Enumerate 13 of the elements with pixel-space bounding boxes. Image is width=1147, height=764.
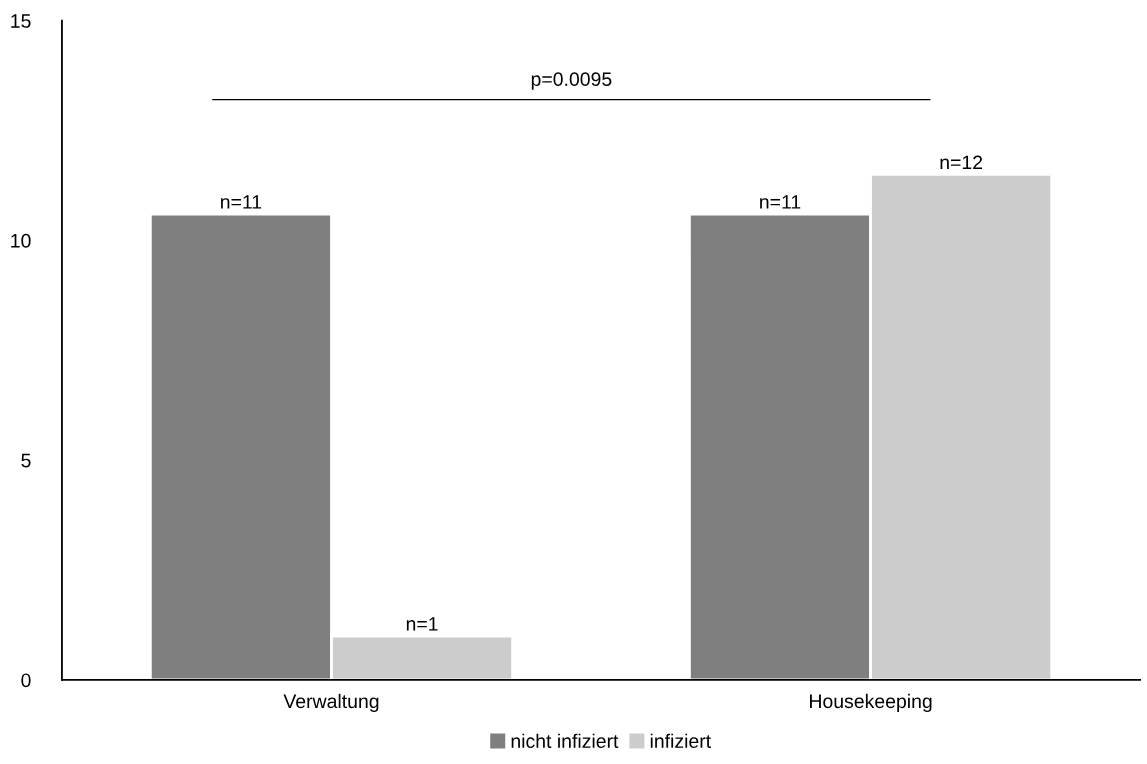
data-label: n=12 [940, 155, 983, 170]
y-tick-label: 5 [21, 453, 31, 468]
x-tick-label: Housekeeping [810, 693, 932, 712]
x-tick-label: Verwaltung [283, 693, 379, 712]
data-label: n=1 [406, 617, 438, 631]
annotation: p=0.0095 [531, 72, 612, 90]
y-tick-label: 0 [21, 673, 31, 688]
y-tick-label: 15 [11, 14, 31, 28]
legend-label: nicht infiziert [511, 733, 619, 749]
y-tick-label: 10 [11, 233, 31, 248]
data-label: n=11 [221, 195, 262, 209]
legend-label: infiziert [650, 733, 711, 749]
data-label: n=11 [760, 195, 801, 209]
